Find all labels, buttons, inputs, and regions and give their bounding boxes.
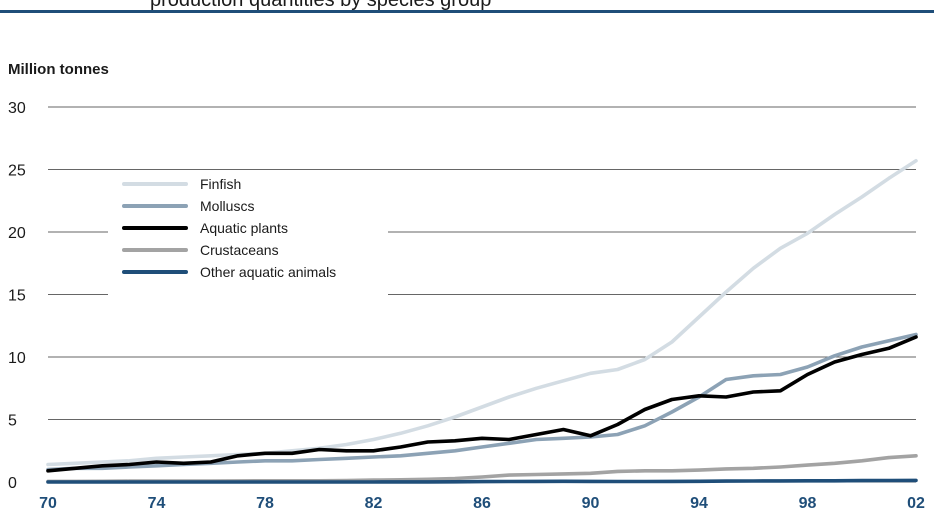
series-line-aquatic-plants: [46, 335, 918, 473]
x-tick-label-78: 78: [256, 495, 274, 510]
y-tick-labels: 0 5 10 15 20 25 30: [8, 100, 26, 492]
y-tick-label-10: 10: [8, 350, 26, 367]
legend-label-finfish: Finfish: [200, 176, 241, 192]
y-tick-label-20: 20: [8, 225, 26, 242]
series-line-other-aquatic-animals: [46, 478, 918, 484]
x-tick-label-82: 82: [365, 495, 383, 510]
legend-label-aquatic-plants: Aquatic plants: [200, 220, 288, 236]
chart-title-clipped: production quantities by species group: [150, 0, 492, 11]
x-tick-label-74: 74: [148, 495, 166, 510]
x-tick-label-94: 94: [690, 495, 708, 510]
y-axis-unit-label: Million tonnes: [8, 61, 109, 78]
y-tick-label-0: 0: [8, 475, 17, 492]
x-tick-label-86: 86: [473, 495, 491, 510]
series-line-crustaceans: [46, 453, 918, 484]
x-tick-label-98: 98: [799, 495, 817, 510]
x-tick-labels: 70 74 78 82 86 90 94 98 02: [39, 495, 925, 510]
legend-label-crustaceans: Crustaceans: [200, 242, 279, 258]
series-line-molluscs: [46, 332, 918, 472]
y-tick-label-30: 30: [8, 100, 26, 117]
x-tick-label-70: 70: [39, 495, 57, 510]
y-tick-label-25: 25: [8, 163, 26, 180]
y-tick-label-5: 5: [8, 413, 17, 430]
x-tick-label-02: 02: [907, 495, 925, 510]
series-line-finfish: [46, 159, 918, 467]
legend: Finfish Molluscs Aquatic plants Crustaceans…: [108, 172, 388, 296]
legend-label-other-aquatic-animals: Other aquatic animals: [200, 264, 336, 280]
legend-label-molluscs: Molluscs: [200, 198, 254, 214]
top-rule: [0, 10, 934, 13]
x-tick-label-90: 90: [582, 495, 600, 510]
legend-box: [108, 172, 388, 296]
y-tick-label-15: 15: [8, 288, 26, 305]
series-lines: [46, 159, 918, 484]
